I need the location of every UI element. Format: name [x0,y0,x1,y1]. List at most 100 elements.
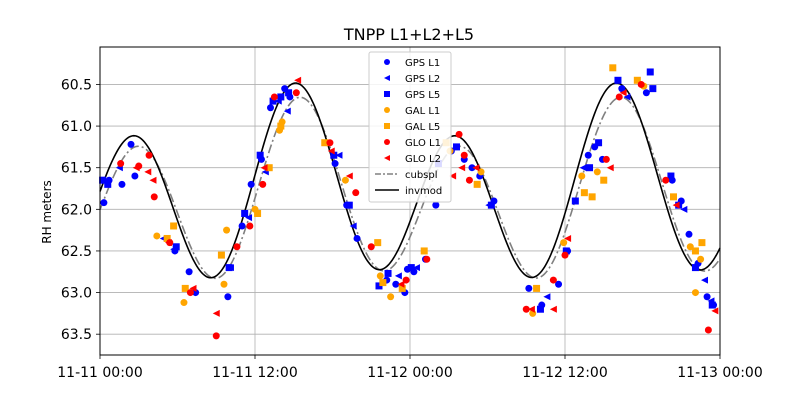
gal-l5-point [609,64,617,72]
legend-label: GPS L5 [405,90,440,101]
gal-l1-point [180,299,188,307]
glo-l1-point [662,176,670,184]
glo-l1-point [117,160,125,168]
legend-label: GLO L2 [405,154,441,165]
gal-l1-point [220,280,228,288]
gps-l5-point [285,89,293,97]
legend-marker [384,107,390,113]
glo-l1-point [186,289,194,297]
gps-l5-point [453,143,460,151]
glo-l2-point [549,305,557,313]
glo-l2-point [149,176,157,184]
gps-l5-point [104,180,112,188]
legend-marker [384,91,390,97]
glo-l2-point [260,164,268,172]
glo-l1-point [212,332,220,340]
gal-l5-point [473,180,481,188]
glo-l2-point [564,234,572,242]
gal-l5-point [181,284,189,292]
gps-l1-point [192,289,200,297]
glo-l2-point [397,280,405,288]
x-tick-label: 11-12 12:00 [522,365,607,381]
gps-l2-point [543,293,551,301]
glo-l1-point [615,93,623,101]
glo-l2-point [711,307,719,315]
glo-l2-point [212,309,220,317]
gps-l5-point [595,139,603,147]
gps-l1-point [525,284,533,292]
gps-l5-point [99,176,107,184]
gps-l5-point [614,76,622,84]
gal-l5-point [691,247,699,255]
glo-l1-point [455,130,463,138]
gps-l2-point [394,272,402,280]
glo-l2-point [189,284,197,292]
gps-l1-point [127,140,135,148]
gal-l5-point [254,209,262,217]
gps-l1-point [468,164,476,172]
x-tick-label: 11-11 00:00 [57,365,142,381]
gal-l5-point [533,284,541,292]
gps-l5-point [562,247,570,255]
legend-label: GAL L5 [405,122,440,133]
gps-l5-point [691,264,699,272]
gps-l2-point [701,276,708,284]
gps-l1-point [555,280,563,288]
gal-l5-point [698,239,706,247]
gal-l1-point [341,176,349,184]
gps-l5-point [487,201,495,209]
gps-l5-point [172,243,180,251]
gal-l1-point [578,172,586,180]
glo-l1-point [549,276,557,284]
gps-l5-point [586,164,594,172]
glo-l2-point [606,164,614,172]
gps-l1-point [703,293,711,301]
y-tick-label: 61.5 [61,161,92,177]
x-tick-label: 11-12 00:00 [367,365,452,381]
gps-l1-point [185,268,193,276]
gal-l5-point [265,164,273,172]
glo-l2-point [132,164,140,172]
legend-label: GPS L1 [405,58,440,69]
glo-l2-point [472,164,480,172]
gal-l5-point [217,251,225,259]
glo-l1-point [704,326,712,334]
gps-l5-point [649,85,657,93]
glo-l1-point [602,155,610,163]
legend-label: GLO L1 [405,138,441,149]
gps-l1-point [685,230,693,238]
gal-l5-point [163,234,171,242]
y-tick-label: 63.5 [61,327,92,343]
glo-l1-point [352,189,360,197]
gal-l5-point [277,122,285,130]
gps-l1-point [118,180,126,188]
gps-l2-point [335,151,343,159]
gal-l1-point [697,255,705,263]
gal-l5-point [374,239,382,247]
glo-l1-point [270,93,278,101]
glo-l2-point [345,172,353,180]
gal-l1-point [223,226,231,234]
gal-l5-point [420,247,428,255]
y-tick-label: 60.5 [61,77,92,93]
gal-l5-point [600,176,608,184]
glo-l1-point [460,151,468,159]
y-axis-label: RH meters [40,180,54,244]
gal-l5-point [321,139,329,147]
gps-l5-point [345,201,353,209]
gps-l2-point [412,264,420,272]
glo-l2-point [294,76,302,84]
legend-marker [384,123,390,129]
glo-l2-point [672,201,680,209]
legend-label: invmod [405,186,442,197]
glo-l2-point [144,168,152,176]
gal-l1-point [560,239,568,247]
cubspl-curve [99,96,721,280]
glo-l1-point [522,305,530,313]
gal-l1-point [153,232,161,240]
gal-l1-point [376,272,384,280]
gps-l5-point [225,264,233,272]
gal-l1-point [593,168,601,176]
glo-l1-point [367,243,375,251]
y-axis-ticks: 60.5 61.0 61.5 62.0 62.5 63.0 63.5 [61,77,100,343]
